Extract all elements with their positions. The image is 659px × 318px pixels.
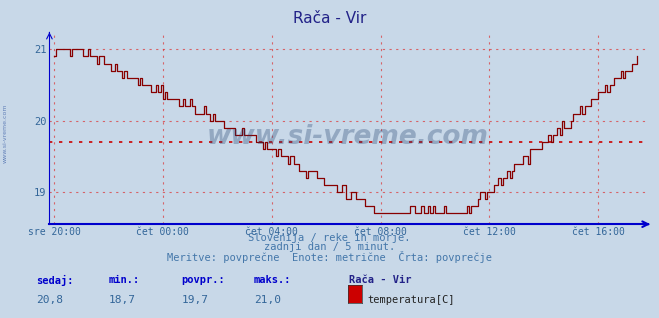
Text: 20,8: 20,8 <box>36 295 63 305</box>
Text: min.:: min.: <box>109 275 140 285</box>
Text: www.si-vreme.com: www.si-vreme.com <box>207 124 488 150</box>
Text: zadnji dan / 5 minut.: zadnji dan / 5 minut. <box>264 242 395 252</box>
Text: Meritve: povprečne  Enote: metrične  Črta: povprečje: Meritve: povprečne Enote: metrične Črta:… <box>167 251 492 263</box>
Text: 21,0: 21,0 <box>254 295 281 305</box>
Text: temperatura[C]: temperatura[C] <box>368 295 455 305</box>
Text: Slovenija / reke in morje.: Slovenija / reke in morje. <box>248 233 411 243</box>
Text: Rača - Vir: Rača - Vir <box>349 275 412 285</box>
Text: 18,7: 18,7 <box>109 295 136 305</box>
Text: Rača - Vir: Rača - Vir <box>293 11 366 26</box>
Text: 19,7: 19,7 <box>181 295 208 305</box>
Text: maks.:: maks.: <box>254 275 291 285</box>
Text: www.si-vreme.com: www.si-vreme.com <box>3 104 8 163</box>
Text: sedaj:: sedaj: <box>36 275 74 286</box>
Text: povpr.:: povpr.: <box>181 275 225 285</box>
